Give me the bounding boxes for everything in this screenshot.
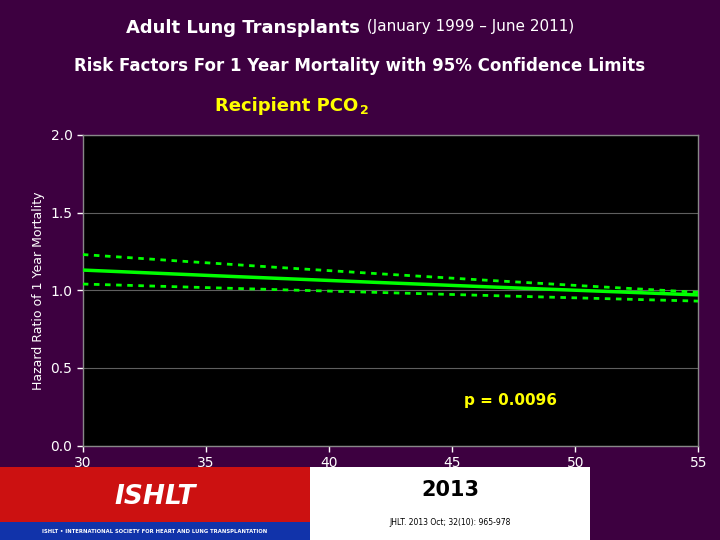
Bar <box>0 522 310 540</box>
Text: JHLT. 2013 Oct; 32(10): 965-978: JHLT. 2013 Oct; 32(10): 965-978 <box>390 517 510 526</box>
Y-axis label: Hazard Ratio of 1 Year Mortality: Hazard Ratio of 1 Year Mortality <box>32 191 45 389</box>
Text: 2: 2 <box>360 104 369 117</box>
Text: p = 0.0096: p = 0.0096 <box>464 393 557 408</box>
Text: ISHLT: ISHLT <box>114 484 196 510</box>
Text: (January 1999 – June 2011): (January 1999 – June 2011) <box>362 19 575 34</box>
Bar <box>310 467 590 540</box>
Text: Risk Factors For 1 Year Mortality with 95% Confidence Limits: Risk Factors For 1 Year Mortality with 9… <box>74 57 646 75</box>
Text: Adult Lung Transplants: Adult Lung Transplants <box>126 19 360 37</box>
Text: Recipient PCO: Recipient PCO <box>215 97 358 115</box>
X-axis label: PCO2: PCO2 <box>370 477 411 492</box>
Text: ISHLT • INTERNATIONAL SOCIETY FOR HEART AND LUNG TRANSPLANTATION: ISHLT • INTERNATIONAL SOCIETY FOR HEART … <box>42 529 268 534</box>
Bar <box>0 467 310 540</box>
Text: 2013: 2013 <box>421 480 479 500</box>
